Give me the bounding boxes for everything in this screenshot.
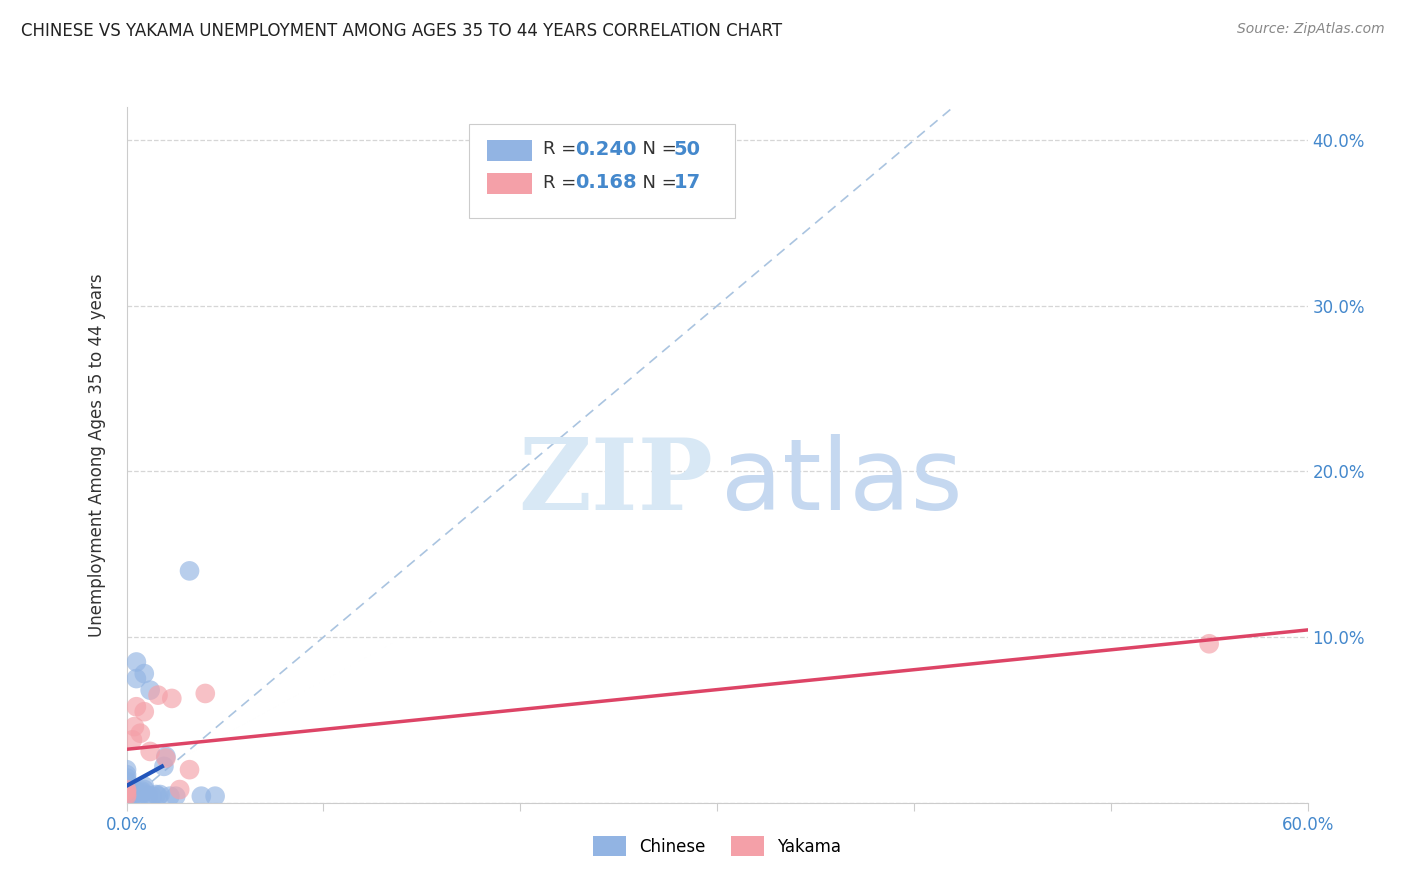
- Point: [115, 778, 138, 792]
- Point: [145, 788, 167, 802]
- Point: [115, 784, 138, 798]
- Point: [115, 788, 138, 802]
- Point: [115, 796, 138, 810]
- Point: [115, 788, 138, 802]
- Legend: Chinese, Yakama: Chinese, Yakama: [585, 828, 849, 864]
- Point: [124, 784, 146, 798]
- Point: [141, 789, 163, 804]
- Point: [134, 779, 156, 793]
- Point: [125, 672, 148, 686]
- Point: [159, 789, 181, 804]
- Point: [115, 789, 138, 804]
- Point: [139, 744, 162, 758]
- Text: Source: ZipAtlas.com: Source: ZipAtlas.com: [1237, 22, 1385, 37]
- Point: [115, 796, 138, 810]
- Point: [124, 720, 146, 734]
- FancyBboxPatch shape: [486, 140, 531, 161]
- Point: [146, 789, 169, 804]
- Point: [115, 767, 138, 781]
- Point: [115, 779, 138, 793]
- Point: [204, 789, 226, 804]
- Text: R =: R =: [544, 140, 582, 159]
- Point: [124, 782, 146, 797]
- Point: [115, 782, 138, 797]
- Point: [115, 763, 138, 777]
- Point: [121, 788, 143, 802]
- Point: [115, 796, 138, 810]
- Text: 0.168: 0.168: [575, 173, 637, 193]
- Point: [125, 655, 148, 669]
- Text: ZIP: ZIP: [519, 434, 713, 532]
- Point: [139, 683, 162, 698]
- Y-axis label: Unemployment Among Ages 35 to 44 years: Unemployment Among Ages 35 to 44 years: [87, 273, 105, 637]
- Point: [121, 732, 143, 747]
- Point: [129, 788, 152, 802]
- Point: [115, 790, 138, 805]
- Point: [115, 782, 138, 797]
- Point: [121, 789, 143, 804]
- Point: [153, 759, 176, 773]
- FancyBboxPatch shape: [486, 173, 531, 194]
- Point: [115, 796, 138, 810]
- Point: [115, 790, 138, 805]
- Point: [165, 789, 187, 804]
- Point: [115, 776, 138, 790]
- Text: R =: R =: [544, 174, 582, 192]
- Point: [136, 789, 159, 804]
- Point: [134, 705, 156, 719]
- Point: [129, 789, 152, 804]
- Point: [115, 779, 138, 793]
- Point: [115, 796, 138, 810]
- Point: [146, 688, 169, 702]
- Point: [115, 774, 138, 789]
- Point: [155, 749, 177, 764]
- Text: CHINESE VS YAKAMA UNEMPLOYMENT AMONG AGES 35 TO 44 YEARS CORRELATION CHART: CHINESE VS YAKAMA UNEMPLOYMENT AMONG AGE…: [21, 22, 782, 40]
- Point: [115, 796, 138, 810]
- Point: [131, 786, 153, 800]
- Point: [179, 763, 201, 777]
- Point: [115, 789, 138, 804]
- Point: [179, 564, 201, 578]
- Point: [115, 771, 138, 785]
- Text: 17: 17: [673, 173, 700, 193]
- Text: 0.240: 0.240: [575, 140, 637, 159]
- Point: [160, 691, 183, 706]
- Point: [134, 782, 156, 797]
- Point: [129, 726, 152, 740]
- Text: N =: N =: [631, 174, 682, 192]
- Point: [115, 782, 138, 797]
- Point: [115, 796, 138, 810]
- Point: [190, 789, 212, 804]
- Text: 50: 50: [673, 140, 700, 159]
- Point: [194, 686, 217, 700]
- Point: [131, 784, 153, 798]
- Point: [1198, 637, 1220, 651]
- Point: [155, 751, 177, 765]
- Point: [149, 788, 172, 802]
- Point: [134, 666, 156, 681]
- Point: [115, 796, 138, 810]
- FancyBboxPatch shape: [470, 124, 735, 219]
- Point: [115, 784, 138, 798]
- Point: [125, 699, 148, 714]
- Point: [169, 782, 191, 797]
- Text: N =: N =: [631, 140, 682, 159]
- Point: [115, 786, 138, 800]
- Text: atlas: atlas: [721, 434, 962, 532]
